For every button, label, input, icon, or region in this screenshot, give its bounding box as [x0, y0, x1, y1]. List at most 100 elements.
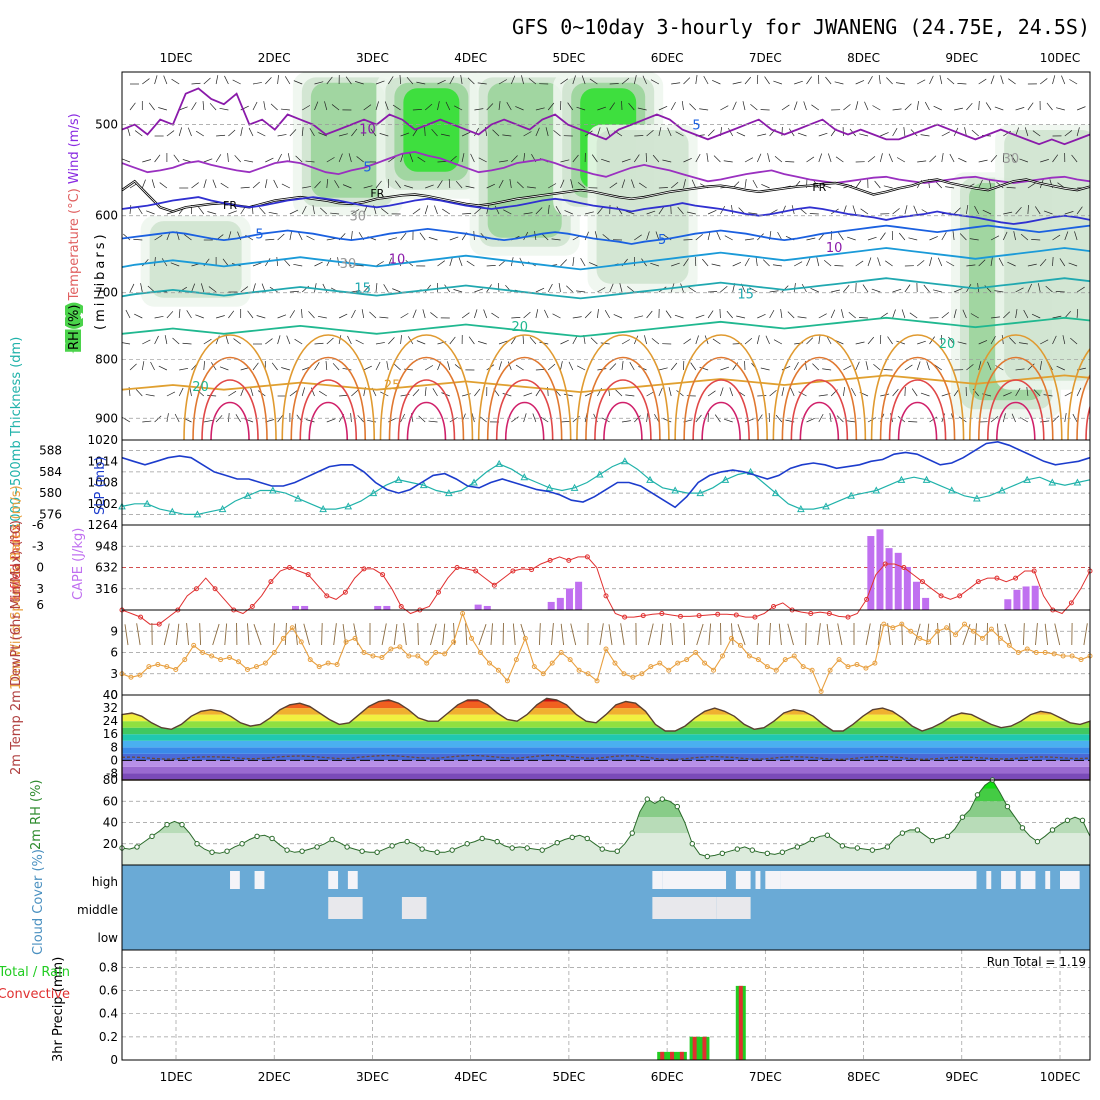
wind10m-marker: [397, 644, 403, 650]
wind-barb: [1023, 309, 1029, 319]
wind-barb: [1064, 130, 1073, 137]
wind-barb: [720, 285, 728, 293]
wind-barb: [665, 310, 672, 319]
wind-barb: [416, 340, 426, 345]
rh2m-marker: [674, 803, 680, 810]
wind10m-marker: [612, 660, 618, 666]
cape-bar: [301, 605, 309, 610]
rh2m-marker: [749, 847, 756, 853]
wind-barb: [523, 212, 533, 215]
wind10m-marker: [218, 657, 224, 663]
wind10m-marker: [818, 688, 824, 694]
rh2m-marker: [839, 843, 846, 849]
lifted-index-marker: [901, 565, 907, 570]
wind10m-marker: [746, 653, 752, 659]
wind-barb: [1003, 211, 1013, 215]
wind-barb: [166, 413, 169, 423]
y-tick-label: 588: [39, 444, 62, 458]
isotherm-5: [122, 224, 1090, 245]
diurnal-isotherm: [1067, 347, 1090, 440]
wind-barb: [892, 388, 899, 397]
wind10m-marker: [307, 657, 313, 663]
wind-barb: [498, 282, 500, 293]
cape-bar: [547, 601, 555, 610]
wind10m-marker: [182, 657, 188, 663]
wind-barb: [424, 387, 427, 397]
wind-barb: [277, 75, 279, 85]
wind-barb: [1015, 287, 1024, 293]
isotherm-label: 5: [363, 160, 371, 175]
wind-barb: [945, 186, 955, 189]
rh2m-marker: [614, 848, 620, 854]
wind-barb: [350, 413, 352, 423]
wind-barb: [978, 259, 986, 267]
wind10m-marker: [872, 660, 878, 666]
wind-barb: [750, 103, 758, 111]
wind-barb: [650, 262, 660, 267]
wind-barb: [1031, 239, 1041, 241]
wind-barb: [301, 205, 307, 215]
wind-barb: [1071, 154, 1078, 163]
wind10m-marker: [585, 671, 591, 677]
wind10m-barb: [212, 623, 220, 646]
wind-barb: [769, 290, 779, 293]
lifted-index-marker: [212, 586, 218, 592]
diurnal-isotherm: [406, 401, 447, 440]
lifted-index-marker: [435, 589, 441, 595]
wind-barb: [621, 77, 630, 85]
y-tick-label: 6: [36, 598, 44, 612]
wind-barb: [601, 158, 610, 163]
wind-barb: [982, 209, 992, 215]
wind-barb: [892, 208, 900, 215]
thickness-marker: [168, 507, 177, 515]
wind-barb: [416, 81, 426, 85]
rh2m-marker: [269, 835, 275, 842]
diurnal-isotherm: [897, 401, 938, 440]
rh2m-marker: [164, 821, 170, 828]
wind10m-marker: [128, 674, 134, 680]
wind-barb: [994, 290, 1004, 293]
cloud-high-segment: [1020, 871, 1036, 889]
wind-barb: [486, 183, 496, 189]
wind-barb: [186, 310, 192, 319]
wind-barb: [609, 102, 616, 111]
wind-barb: [952, 231, 955, 241]
wind-barb: [818, 153, 823, 163]
rh2m-marker: [464, 841, 470, 847]
wind-barb: [929, 75, 934, 85]
wind-barb: [1035, 206, 1041, 215]
wind10m-marker: [478, 650, 484, 655]
temp-band: [122, 734, 1090, 741]
y-tick-label: 60: [103, 794, 118, 808]
wind-barb: [781, 387, 785, 397]
wind10m-barb: [1004, 623, 1012, 646]
wind-barb: [318, 132, 327, 137]
cloud-middle-segment: [328, 897, 363, 919]
diurnal-isotherm: [674, 334, 768, 440]
wind-barb: [418, 415, 426, 423]
wind10m-barb: [430, 623, 437, 646]
wind10m-marker: [836, 657, 842, 663]
wind-barb: [634, 315, 644, 319]
thickness-marker: [193, 510, 202, 518]
wind-barb: [129, 363, 137, 371]
wind-barb: [634, 154, 640, 163]
rh2m-marker: [734, 846, 741, 852]
wind-barb: [1037, 283, 1041, 293]
rh2m-marker: [449, 847, 455, 853]
wind-barb: [859, 133, 869, 137]
rh2m-marker: [689, 841, 695, 847]
wind-barb: [375, 361, 381, 371]
x-tick-label-bottom: 1DEC: [160, 1070, 193, 1084]
wind-barb: [166, 311, 174, 319]
wind-barb: [412, 109, 422, 111]
y-tick-label-right: 1002: [87, 497, 118, 511]
wind10m-marker: [935, 628, 941, 634]
wind-barb: [957, 341, 967, 345]
cloud-tick-label: low: [98, 931, 119, 945]
wind10m-barb: [224, 623, 228, 646]
lifted-index-marker: [584, 554, 590, 560]
wind-barb: [597, 206, 604, 215]
panel-frame: [121, 949, 1091, 1061]
lifted-index-marker: [696, 613, 702, 619]
